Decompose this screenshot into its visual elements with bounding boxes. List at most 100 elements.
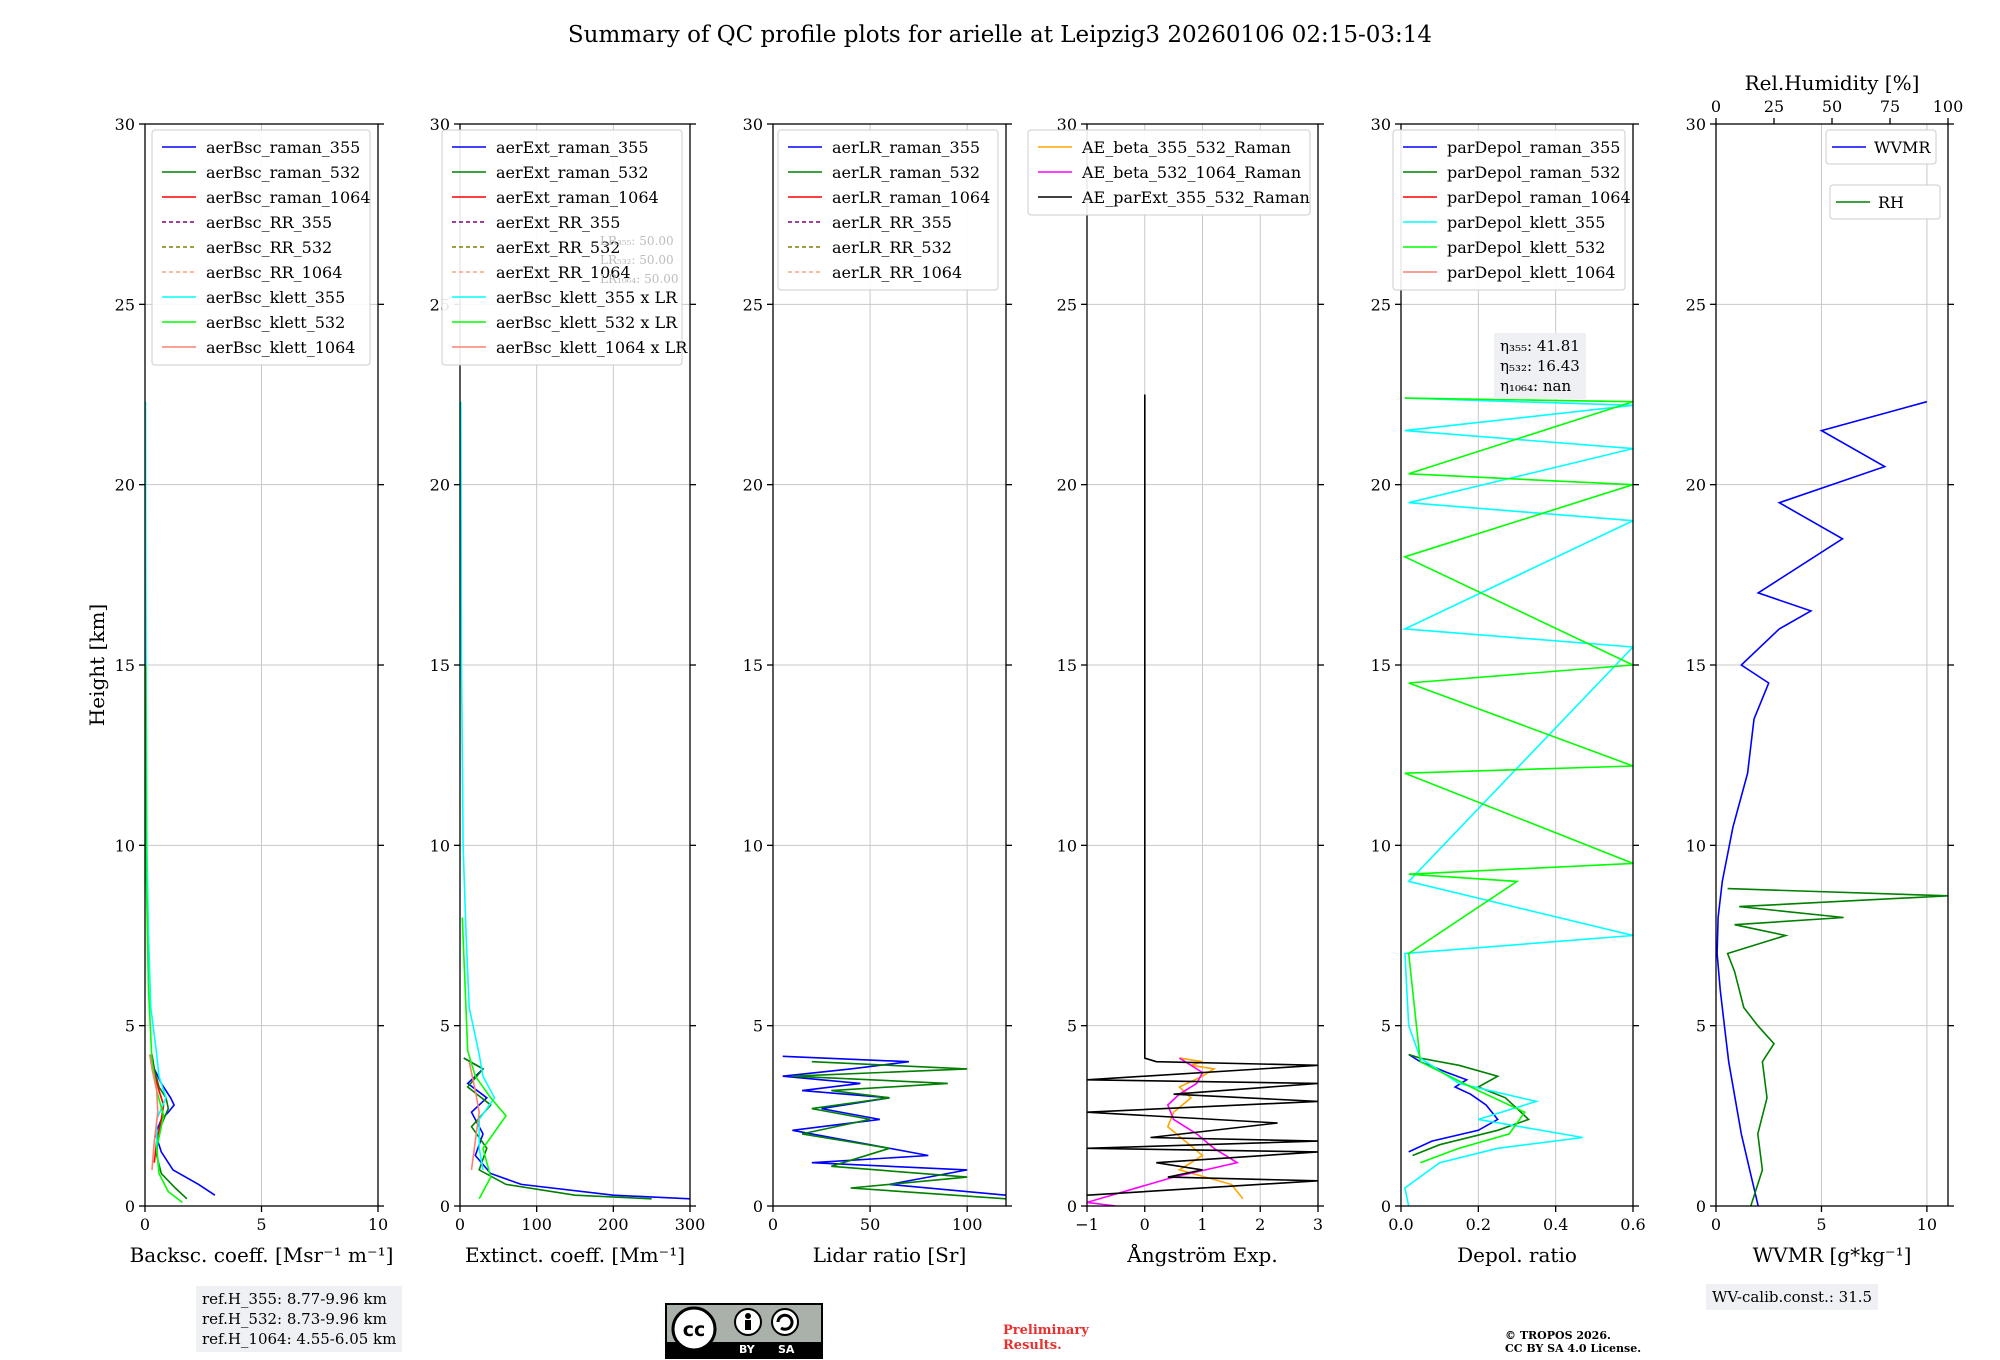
preliminary-note: Preliminary Results. xyxy=(1003,1323,1089,1353)
series-line-rh xyxy=(1726,887,1948,1206)
subplot-backscatter: 0 5 10 0 5 10 15 20 25 30 Backsc. coeff. [Msr⁻¹ m⁻… xyxy=(115,115,394,1267)
y-tick-label: 5 xyxy=(1381,1017,1391,1036)
x-tick-label: 0 xyxy=(140,1215,150,1234)
y-tick-label: 25 xyxy=(115,295,135,314)
top-tick-label: 0 xyxy=(1711,97,1721,116)
legend-label: aerExt_raman_1064 xyxy=(496,188,659,207)
legend-entry: RH xyxy=(1829,184,1941,220)
y-axis-label: Height [km] xyxy=(85,604,109,726)
y-tick-label: 0 xyxy=(125,1197,135,1216)
x-tick-label: 0 xyxy=(768,1215,778,1234)
y-tick-label: 30 xyxy=(430,115,450,134)
series-line-ae-parext-355-532-raman xyxy=(1087,394,1318,1196)
y-tick-label: 5 xyxy=(1696,1017,1706,1036)
x-tick-label: 10 xyxy=(368,1215,388,1234)
x-axis-label: Depol. ratio xyxy=(1457,1243,1577,1267)
depol-eta-box: η₃₅₅: 41.81 η₅₃₂: 16.43 η₁₀₆₄: nan xyxy=(1494,333,1586,399)
legend-entry: WVMR xyxy=(1825,129,1937,165)
series-line-aerlr-raman-355 xyxy=(782,1055,1006,1196)
x-tick-label: 100 xyxy=(952,1215,983,1234)
y-tick-label: 20 xyxy=(1057,476,1077,495)
series-line-aerbsc-klett-532-x-lr xyxy=(461,917,508,1200)
legend-label: parDepol_raman_532 xyxy=(1447,163,1620,182)
legend-label: aerLR_raman_355 xyxy=(832,138,980,157)
x-tick-label: −1 xyxy=(1075,1215,1099,1234)
ref-height-box: ref.H_355: 8.77-9.96 km ref.H_532: 8.73-… xyxy=(196,1286,403,1352)
series-line-wvmr xyxy=(1716,400,1928,1206)
y-tick-label: 15 xyxy=(115,656,135,675)
y-tick-label: 20 xyxy=(1371,476,1391,495)
y-tick-label: 30 xyxy=(115,115,135,134)
y-tick-label: 30 xyxy=(1371,115,1391,134)
y-tick-label: 15 xyxy=(1371,656,1391,675)
x-axis-label: Lidar ratio [Sr] xyxy=(813,1243,967,1267)
x-axis-label: WVMR [g*kg⁻¹] xyxy=(1753,1243,1912,1267)
legend-lidar_ratio: aerLR_raman_355 aerLR_raman_532 aerLR_rama… xyxy=(777,129,999,291)
y-tick-label: 10 xyxy=(1371,836,1391,855)
legend-label: aerBsc_klett_355 x LR xyxy=(496,288,678,307)
x-tick-label: 0 xyxy=(1140,1215,1150,1234)
top-tick-label: 75 xyxy=(1880,97,1900,116)
series-line-aerlr-raman-532 xyxy=(792,1060,1006,1200)
y-tick-label: 15 xyxy=(430,656,450,675)
x-tick-label: 100 xyxy=(521,1215,552,1234)
cc-by-label: BY xyxy=(739,1343,755,1356)
y-tick-label: 15 xyxy=(1057,656,1077,675)
eta-532: η₅₃₂: 16.43 xyxy=(1500,357,1580,375)
legend-depol: parDepol_raman_355 parDepol_raman_532 parD… xyxy=(1392,129,1631,291)
copyright-note: © TROPOS 2026. CC BY SA 4.0 License. xyxy=(1505,1329,1642,1355)
legend-label: aerBsc_klett_355 xyxy=(206,288,345,307)
legend-label: aerBsc_klett_1064 x LR xyxy=(496,338,688,357)
eta-355: η₃₅₅: 41.81 xyxy=(1500,337,1580,355)
y-tick-label: 20 xyxy=(1686,476,1706,495)
x-axis-label: Ångström Exp. xyxy=(1126,1242,1277,1267)
legend-label: parDepol_raman_355 xyxy=(1447,138,1620,157)
series-line-pardepol-raman-355 xyxy=(1408,1053,1499,1153)
y-tick-label: 10 xyxy=(1686,836,1706,855)
x-tick-label: 200 xyxy=(598,1215,629,1234)
legend-label: aerBsc_RR_1064 xyxy=(206,263,342,282)
y-tick-label: 10 xyxy=(115,836,135,855)
x-tick-label: 5 xyxy=(256,1215,266,1234)
legend-label: aerBsc_raman_1064 xyxy=(206,188,371,207)
legend-extinction: aerExt_raman_355 aerExt_raman_532 aerExt_r… xyxy=(441,129,688,366)
legend-angstrom: AE_beta_355_532_Raman AE_beta_532_1064_Ra… xyxy=(1027,129,1311,216)
x-tick-label: 0.2 xyxy=(1466,1215,1491,1234)
legend-label: aerExt_RR_355 xyxy=(496,213,620,232)
y-tick-label: 25 xyxy=(1686,295,1706,314)
y-tick-label: 5 xyxy=(753,1017,763,1036)
x-tick-label: 0.0 xyxy=(1388,1215,1413,1234)
legend-label: aerBsc_klett_532 xyxy=(206,313,345,332)
lidar-ratio-annotation: LR₃₅₅: 50.00 LR₅₃₂: 50.00 LR₁₀₆₄: 50.00 xyxy=(600,234,679,286)
top-tick-label: 50 xyxy=(1822,97,1842,116)
y-tick-label: 25 xyxy=(743,295,763,314)
x-tick-label: 300 xyxy=(675,1215,706,1234)
y-tick-label: 5 xyxy=(125,1017,135,1036)
series-line-pardepol-klett-532 xyxy=(1402,397,1633,1164)
top-axis-label: Rel.Humidity [%] xyxy=(1745,71,1920,95)
y-tick-label: 0 xyxy=(753,1197,763,1216)
y-tick-label: 0 xyxy=(1381,1197,1391,1216)
legend-label: AE_beta_355_532_Raman xyxy=(1081,138,1291,157)
legend-label: AE_beta_532_1064_Raman xyxy=(1081,163,1301,182)
eta-1064: η₁₀₆₄: nan xyxy=(1500,377,1572,395)
y-tick-label: 25 xyxy=(1057,295,1077,314)
wv-calib-const: WV-calib.const.: 31.5 xyxy=(1712,1288,1873,1306)
top-tick-label: 25 xyxy=(1764,97,1784,116)
series-line-aerext-raman-532 xyxy=(463,1057,652,1200)
x-tick-label: 10 xyxy=(1917,1215,1937,1234)
x-tick-label: 0 xyxy=(455,1215,465,1234)
legend-label: aerBsc_klett_532 x LR xyxy=(496,313,678,332)
y-tick-label: 30 xyxy=(743,115,763,134)
x-tick-label: 5 xyxy=(1816,1215,1826,1234)
x-tick-label: 0 xyxy=(1711,1215,1721,1234)
ref-height-1064: ref.H_1064: 4.55-6.05 km xyxy=(202,1330,397,1348)
y-tick-label: 0 xyxy=(1696,1197,1706,1216)
legend-label: aerBsc_raman_355 xyxy=(206,138,360,157)
ref-height-355: ref.H_355: 8.77-9.96 km xyxy=(202,1290,387,1308)
x-axis-label: Backsc. coeff. [Msr⁻¹ m⁻¹] xyxy=(130,1243,394,1267)
legend-label: aerExt_RR_532 xyxy=(496,238,620,257)
legend-label: WVMR xyxy=(1874,138,1931,157)
